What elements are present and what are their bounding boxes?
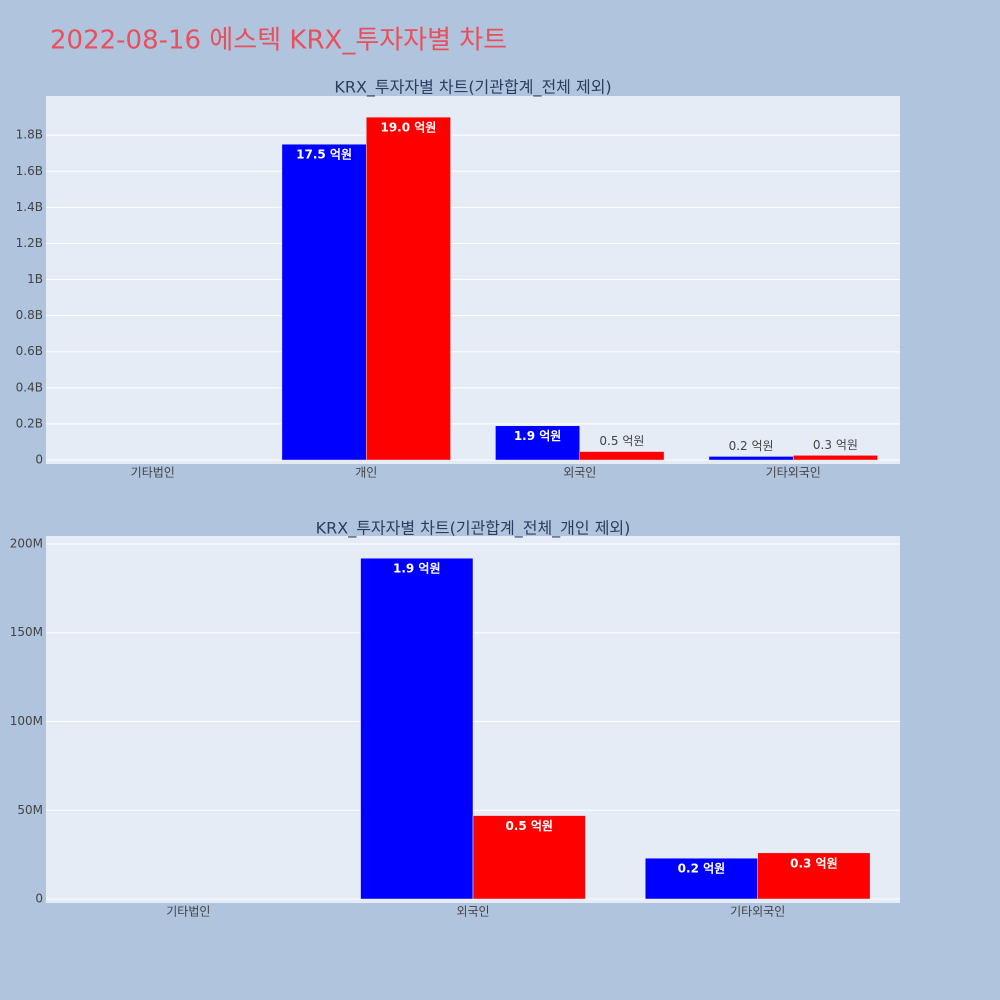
x-tick-label: 기타외국인 [766,466,821,480]
y-tick-label: 50M [17,803,43,817]
y-tick-label: 0 [35,453,43,467]
bar [495,425,581,461]
chart-title: KRX_투자자별 차트(기관합계_전체_개인 제외) [316,519,631,539]
bar [644,857,758,900]
y-tick-label: 1.8B [16,128,43,142]
bar [757,852,871,900]
value-label: 0.3 억원 [813,438,858,452]
y-tick-label: 1.4B [16,200,43,214]
value-label: 0.2 억원 [678,862,726,876]
value-label: 0.3 억원 [790,856,838,870]
value-label: 0.5 억원 [599,434,644,448]
value-label: 0.5 억원 [505,819,553,833]
y-tick-label: 200M [10,536,43,550]
value-label: 1.9 억원 [393,562,441,576]
y-tick-label: 0.2B [16,416,43,430]
y-tick-label: 0.4B [16,380,43,394]
x-tick-label: 기타외국인 [730,905,785,919]
bar [472,815,586,900]
y-tick-label: 0.6B [16,344,43,358]
y-tick-label: 0 [35,892,43,906]
value-label: 17.5 억원 [296,148,352,162]
value-label: 19.0 억원 [380,121,436,135]
y-tick-label: 0.8B [16,308,43,322]
x-tick-label: 외국인 [456,905,489,919]
x-tick-label: 기타법인 [131,466,175,480]
bar [793,455,878,461]
bar [708,456,794,461]
page-title: 2022-08-16 에스텍 KRX_투자자별 차트 [50,26,507,56]
bar [366,116,451,461]
bar [360,557,474,900]
x-tick-label: 개인 [355,466,377,480]
y-tick-label: 1B [27,272,43,286]
bar [281,143,367,461]
value-label: 1.9 억원 [514,429,562,443]
bar [579,451,665,461]
chart-title: KRX_투자자별 차트(기관합계_전체 제외) [334,78,611,98]
x-tick-label: 외국인 [563,466,596,480]
y-tick-label: 1.2B [16,236,43,250]
y-tick-label: 150M [10,625,43,639]
y-tick-label: 1.6B [16,164,43,178]
value-label: 0.2 억원 [729,439,774,453]
y-tick-label: 100M [10,714,43,728]
x-tick-label: 기타법인 [166,905,210,919]
